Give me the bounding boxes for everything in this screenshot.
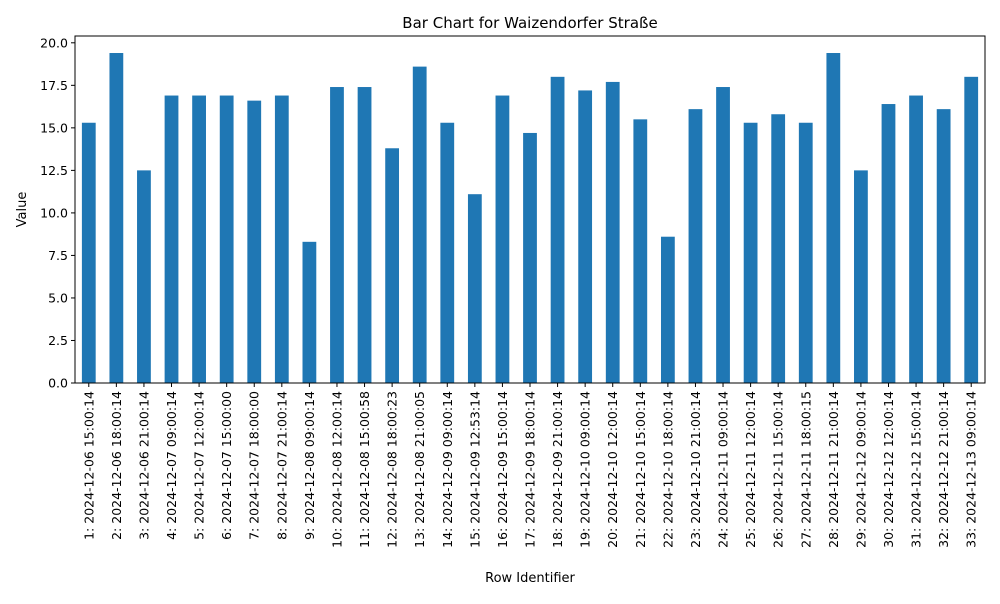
- x-tick-label: 8: 2024-12-07 21:00:14: [274, 391, 289, 540]
- bar: [605, 81, 620, 384]
- x-tick-label: 18: 2024-12-09 21:00:14: [550, 391, 565, 548]
- bar: [798, 122, 813, 383]
- chart-title: Bar Chart for Waizendorfer Straße: [402, 14, 657, 32]
- x-tick-label: 31: 2024-12-12 15:00:14: [909, 391, 924, 548]
- bar: [330, 87, 344, 383]
- y-tick-label: 10.0: [40, 205, 68, 220]
- x-tick-label: 1: 2024-12-06 15:00:14: [81, 391, 96, 540]
- x-tick-label: 33: 2024-12-13 09:00:14: [964, 391, 979, 548]
- bar: [854, 170, 868, 383]
- x-tick-label: 3: 2024-12-06 21:00:14: [136, 391, 151, 540]
- x-tick-label: 28: 2024-12-11 21:00:14: [826, 391, 841, 548]
- x-tick-label: 5: 2024-12-07 12:00:14: [192, 391, 207, 540]
- y-tick-label: 20.0: [40, 35, 68, 50]
- y-tick-label: 7.5: [48, 248, 68, 263]
- bar: [688, 109, 703, 384]
- x-tick-label: 7: 2024-12-07 18:00:00: [247, 391, 262, 540]
- x-tick-label: 2: 2024-12-06 18:00:14: [109, 391, 124, 540]
- bar: [495, 95, 510, 384]
- x-tick-label: 23: 2024-12-10 21:00:14: [688, 391, 703, 548]
- bar: [137, 170, 151, 383]
- x-tick-label: 11: 2024-12-08 15:00:58: [357, 391, 372, 548]
- x-tick-label: 27: 2024-12-11 18:00:15: [798, 391, 813, 548]
- x-tick-label: 24: 2024-12-11 09:00:14: [716, 391, 731, 548]
- bar: [81, 122, 96, 383]
- x-tick-label: 17: 2024-12-09 18:00:14: [523, 391, 538, 548]
- x-tick-label: 21: 2024-12-10 15:00:14: [633, 391, 648, 548]
- bar: [440, 122, 455, 383]
- x-tick-label: 6: 2024-12-07 15:00:00: [219, 391, 234, 540]
- x-tick-label: 13: 2024-12-08 21:00:05: [412, 391, 427, 548]
- x-axis-label: Row Identifier: [485, 571, 575, 586]
- y-axis-ticks: 0.0 2.5 5.0 7.5 10.0 12.5 15.0 17.5 20.0: [40, 35, 75, 391]
- bar: [385, 148, 400, 383]
- y-tick-label: 15.0: [40, 120, 68, 135]
- bar: [412, 66, 427, 383]
- bar: [936, 109, 951, 384]
- bar: [909, 95, 923, 384]
- x-tick-label: 14: 2024-12-09 09:00:14: [440, 391, 455, 548]
- y-tick-label: 0.0: [48, 376, 68, 391]
- x-tick-label: 10: 2024-12-08 12:00:14: [329, 391, 344, 548]
- y-tick-label: 12.5: [40, 163, 68, 178]
- y-tick-label: 5.0: [48, 290, 68, 305]
- y-tick-label: 2.5: [48, 333, 68, 348]
- bar: [109, 53, 124, 384]
- bar: [219, 95, 234, 384]
- x-axis-ticks: 1: 2024-12-06 15:00:14 2: 2024-12-06 18:0…: [81, 383, 979, 548]
- bar: [964, 76, 979, 383]
- x-tick-label: 22: 2024-12-10 18:00:14: [660, 391, 675, 548]
- x-tick-label: 26: 2024-12-11 15:00:14: [771, 391, 786, 548]
- bar: [743, 122, 758, 383]
- x-tick-label: 29: 2024-12-12 09:00:14: [853, 391, 868, 548]
- y-tick-label: 17.5: [40, 78, 68, 93]
- bar: [247, 100, 262, 383]
- bar: [274, 95, 289, 384]
- bar: [881, 104, 896, 383]
- x-tick-label: 12: 2024-12-08 18:00:23: [385, 391, 400, 548]
- bar: [467, 194, 482, 383]
- bars-layer: [81, 53, 979, 384]
- bar: [771, 114, 786, 384]
- bar: [716, 87, 730, 383]
- bar: [826, 53, 841, 384]
- y-axis-label: Value: [15, 192, 30, 228]
- plot-frame: [74, 35, 986, 384]
- x-tick-label: 20: 2024-12-10 12:00:14: [605, 391, 620, 548]
- bar: [660, 236, 675, 383]
- bar: [633, 119, 648, 384]
- bar: [192, 95, 206, 384]
- bar: [357, 87, 372, 383]
- x-tick-label: 4: 2024-12-07 09:00:14: [164, 391, 179, 540]
- x-tick-label: 19: 2024-12-10 09:00:14: [578, 391, 593, 548]
- bar: [164, 95, 179, 384]
- x-tick-label: 16: 2024-12-09 15:00:14: [495, 391, 510, 548]
- bar: [523, 132, 537, 383]
- x-tick-label: 25: 2024-12-11 12:00:14: [743, 391, 758, 548]
- bar: [578, 90, 593, 384]
- x-tick-label: 15: 2024-12-09 12:53:14: [467, 391, 482, 548]
- x-tick-label: 32: 2024-12-12 21:00:14: [936, 391, 951, 548]
- x-tick-label: 30: 2024-12-12 12:00:14: [881, 391, 896, 548]
- bar: [302, 241, 317, 383]
- bar: [550, 76, 565, 383]
- x-tick-label: 9: 2024-12-08 09:00:14: [302, 391, 317, 540]
